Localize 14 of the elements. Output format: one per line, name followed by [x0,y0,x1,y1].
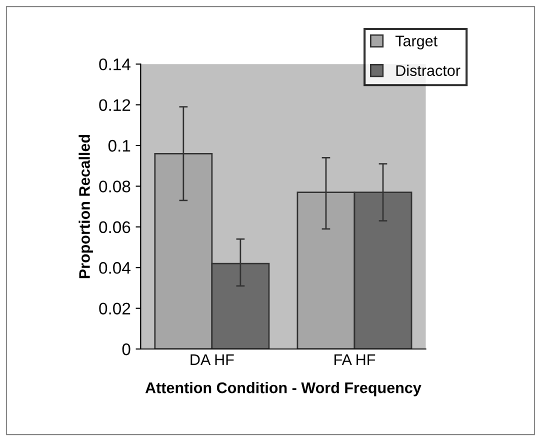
legend-label: Target [395,36,438,50]
y-tick-label: 0.1 [108,140,130,152]
x-tick-label: DA HF [190,354,234,365]
y-axis-title: Proportion Recalled [78,134,93,278]
y-tick-label: 0.06 [99,221,130,234]
y-tick-label: 0.12 [99,99,130,111]
legend-label: Distractor [396,64,460,76]
y-tick-label: 0.08 [99,180,130,192]
y-tick-label: 0.14 [99,58,130,70]
x-tick-label: FA HF [334,354,376,365]
y-tick-label: 0.02 [99,302,130,315]
y-tick-label: 0.04 [99,262,130,274]
y-tick-label: 0 [122,343,130,356]
x-axis-title: Attention Condition - Word Frequency [145,382,422,396]
